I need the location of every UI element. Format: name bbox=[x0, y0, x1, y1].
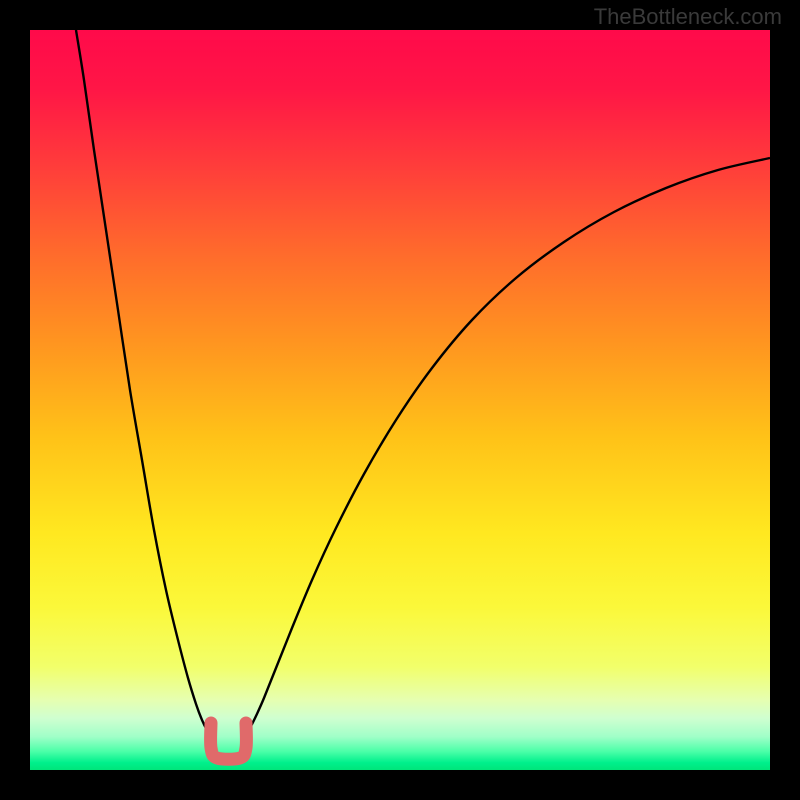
chart-container: TheBottleneck.com bbox=[0, 0, 800, 800]
watermark-text: TheBottleneck.com bbox=[594, 4, 782, 30]
bottleneck-curve-left bbox=[76, 30, 211, 735]
trough-marker bbox=[211, 723, 247, 759]
curve-overlay bbox=[0, 0, 800, 800]
bottleneck-curve-right bbox=[246, 158, 770, 735]
